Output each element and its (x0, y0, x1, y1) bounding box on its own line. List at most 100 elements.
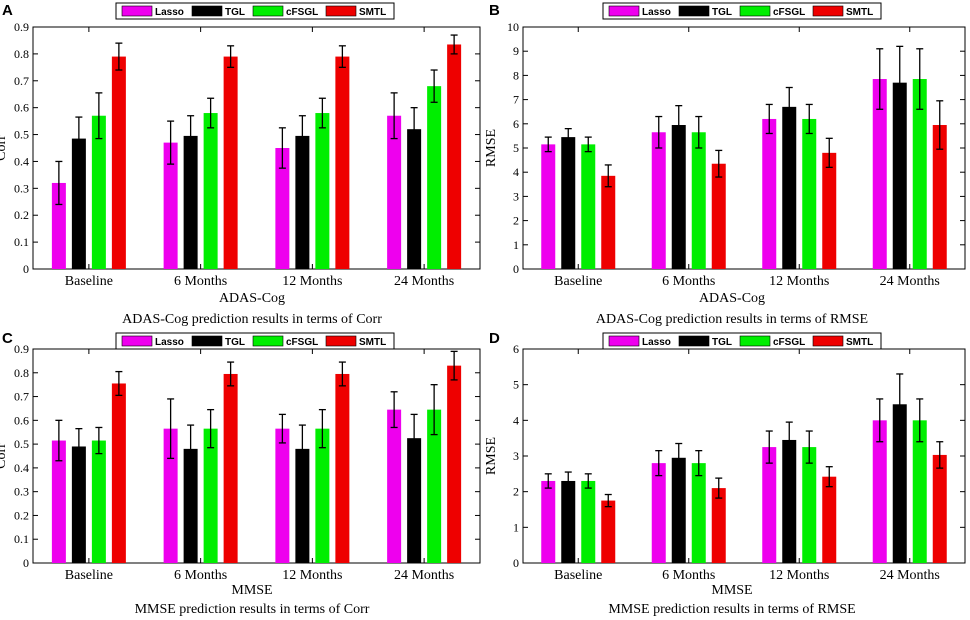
legend-swatch-lasso (121, 5, 153, 17)
y-tick-label: 0.6 (14, 413, 29, 427)
y-tick-label: 0 (513, 262, 519, 276)
y-tick-label: 0.7 (14, 74, 29, 88)
x-category-label: Baseline (65, 568, 113, 583)
bar-cfsgl (203, 113, 218, 270)
bar-tgl (71, 138, 86, 269)
bar-cfsgl (91, 115, 106, 269)
legend-label-smtl: SMTL (359, 337, 386, 348)
x-axis-title: MMSE (711, 583, 752, 598)
legend-swatch-tgl (191, 335, 223, 347)
y-axis-title: RMSE (484, 437, 499, 475)
bar-lasso (651, 463, 666, 563)
x-category-label: 24 Months (880, 568, 940, 583)
x-category-label: 12 Months (769, 568, 829, 583)
bar-cfsgl (427, 409, 442, 563)
bar-tgl (407, 129, 422, 269)
y-tick-label: 0.2 (14, 208, 29, 222)
x-axis-title: MMSE (231, 583, 272, 598)
y-tick-label: 1 (513, 520, 519, 534)
bar-tgl (561, 137, 576, 269)
chart-caption: MMSE prediction results in terms of RMSE (608, 602, 855, 617)
legend-swatch-cfsgl (252, 5, 284, 17)
bar-lasso (872, 420, 887, 563)
x-axis-title: ADAS-Cog (699, 291, 765, 306)
plot-frame (32, 348, 481, 564)
legend-label-tgl: TGL (225, 337, 245, 348)
legend-label-cfsgl: cFSGL (773, 7, 805, 18)
x-category-label: 6 Months (174, 274, 227, 289)
bar-smtl (111, 383, 126, 563)
legend-swatch-cfsgl (252, 335, 284, 347)
bar-smtl (335, 56, 350, 270)
bar-smtl (601, 175, 616, 269)
bar-cfsgl (315, 113, 330, 270)
legend-swatch-tgl (191, 5, 223, 17)
bar-lasso (387, 115, 402, 269)
bar-smtl (223, 373, 238, 563)
y-tick-label: 8 (513, 68, 519, 82)
y-tick-label: 0.5 (14, 128, 29, 142)
y-tick-label: 4 (513, 413, 519, 427)
legend-label-lasso: Lasso (642, 337, 671, 348)
bar-lasso (762, 118, 777, 270)
legend-label-cfsgl: cFSGL (286, 337, 318, 348)
chart-panel-a: A Lasso TGL cFSGL SMTL 0 0.1 0.2 0.3 0.4 0.5 0.6 0.7… (0, 2, 481, 327)
y-tick-label: 0.9 (14, 20, 29, 34)
legend-label-cfsgl: cFSGL (773, 337, 805, 348)
y-tick-label: 0.8 (14, 366, 29, 380)
y-axis-title: Corr (0, 135, 9, 161)
x-category-label: Baseline (65, 274, 113, 289)
panel-letter: B (489, 2, 500, 19)
chart-panel-b: B Lasso TGL cFSGL SMTL 0 1 2 3 4 5 6 7 8 9 10 RMSE Baseli… (484, 2, 966, 327)
y-tick-label: 3 (513, 449, 519, 463)
bar-tgl (892, 404, 907, 563)
bar-smtl (447, 44, 462, 269)
panel-letter: A (2, 2, 13, 19)
bar-tgl (671, 125, 686, 269)
bar-tgl (782, 439, 797, 563)
legend-label-tgl: TGL (712, 337, 732, 348)
bar-cfsgl (427, 86, 442, 270)
bar-cfsgl (802, 447, 817, 563)
bar-tgl (892, 82, 907, 269)
bar-smtl (711, 488, 726, 563)
legend: Lasso TGL cFSGL SMTL (602, 2, 882, 20)
bar-smtl (822, 152, 837, 269)
chart-caption: ADAS-Cog prediction results in terms of … (596, 312, 868, 327)
legend-swatch-tgl (678, 5, 710, 17)
bar-smtl (601, 500, 616, 563)
legend: Lasso TGL cFSGL SMTL (115, 2, 395, 20)
y-tick-label: 0.7 (14, 390, 29, 404)
legend-swatch-smtl (812, 335, 844, 347)
x-category-label: 6 Months (174, 568, 227, 583)
x-category-label: 24 Months (880, 274, 940, 289)
x-category-label: 6 Months (662, 568, 715, 583)
legend-swatch-lasso (608, 5, 640, 17)
bar-smtl (335, 373, 350, 563)
bar-lasso (387, 409, 402, 563)
legend: Lasso TGL cFSGL SMTL (602, 332, 882, 350)
legend-label-lasso: Lasso (155, 7, 184, 18)
bar-cfsgl (912, 79, 927, 269)
bar-lasso (163, 142, 178, 269)
x-category-label: 24 Months (394, 274, 454, 289)
y-tick-label: 2 (513, 485, 519, 499)
y-tick-label: 0.2 (14, 508, 29, 522)
y-tick-label: 0 (23, 556, 29, 570)
y-tick-label: 6 (513, 117, 519, 131)
y-tick-label: 4 (513, 165, 519, 179)
bar-tgl (561, 480, 576, 563)
y-tick-label: 10 (507, 20, 519, 34)
x-category-label: 12 Months (282, 274, 342, 289)
legend-label-lasso: Lasso (642, 7, 671, 18)
chart-caption: MMSE prediction results in terms of Corr (135, 602, 370, 617)
bar-smtl (111, 56, 126, 270)
bar-smtl (932, 125, 947, 269)
bar-cfsgl (315, 428, 330, 563)
legend: Lasso TGL cFSGL SMTL (115, 332, 395, 350)
y-tick-label: 0.5 (14, 437, 29, 451)
y-tick-label: 0.9 (14, 342, 29, 356)
bar-smtl (932, 454, 947, 563)
y-tick-label: 0.1 (14, 532, 29, 546)
